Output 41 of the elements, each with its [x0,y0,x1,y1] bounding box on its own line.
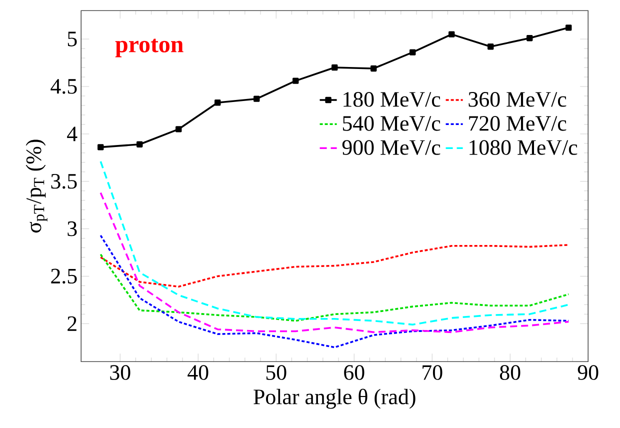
point [488,44,494,50]
line-series [100,234,570,348]
annotation: proton [115,38,184,58]
line-series [100,244,570,288]
x-tick-label: 90 [578,365,598,380]
y-tick-label: 4 [67,126,78,142]
y-axis-title: σ$_{pT}$/p$_{T}$ (%) [26,140,48,233]
point [176,126,182,132]
y-tick-label: 5 [68,32,77,46]
y-tick-label: 4.5 [50,79,77,94]
point [332,64,338,71]
y-tick-label: 2.5 [51,268,77,284]
point [254,96,260,102]
point [526,35,533,42]
point [136,141,143,148]
x-axis-title: Polar angle θ (rad) [254,388,416,409]
x-tick-label: 80 [500,365,520,380]
point [292,78,299,84]
legend-label: 540 MeV/c [342,116,440,131]
y-tick-label: 2 [68,316,76,331]
point [214,100,221,106]
x-tick-label: 50 [266,365,286,380]
point [566,24,572,31]
point [370,65,377,72]
line-series [100,160,570,326]
legend-label: 360 MeV/c [468,92,566,107]
legend-label: 900 MeV/c [342,140,440,156]
point [98,144,104,150]
x-tick-label: 40 [188,365,208,380]
legend-label: 1080 MeV/c [470,140,578,156]
x-tick-label: 30 [110,365,130,380]
line-series [100,192,570,334]
line-series [100,254,570,322]
point [410,49,416,56]
y-tick-label: 3.5 [51,174,77,189]
y-tick-label: 3 [68,221,77,236]
legend-label: 180 MeV/c [344,92,440,107]
legend-label: 720 MeV/c [469,116,566,131]
x-tick-label: 70 [422,365,442,380]
point [448,31,455,38]
x-tick-label: 60 [344,365,364,380]
